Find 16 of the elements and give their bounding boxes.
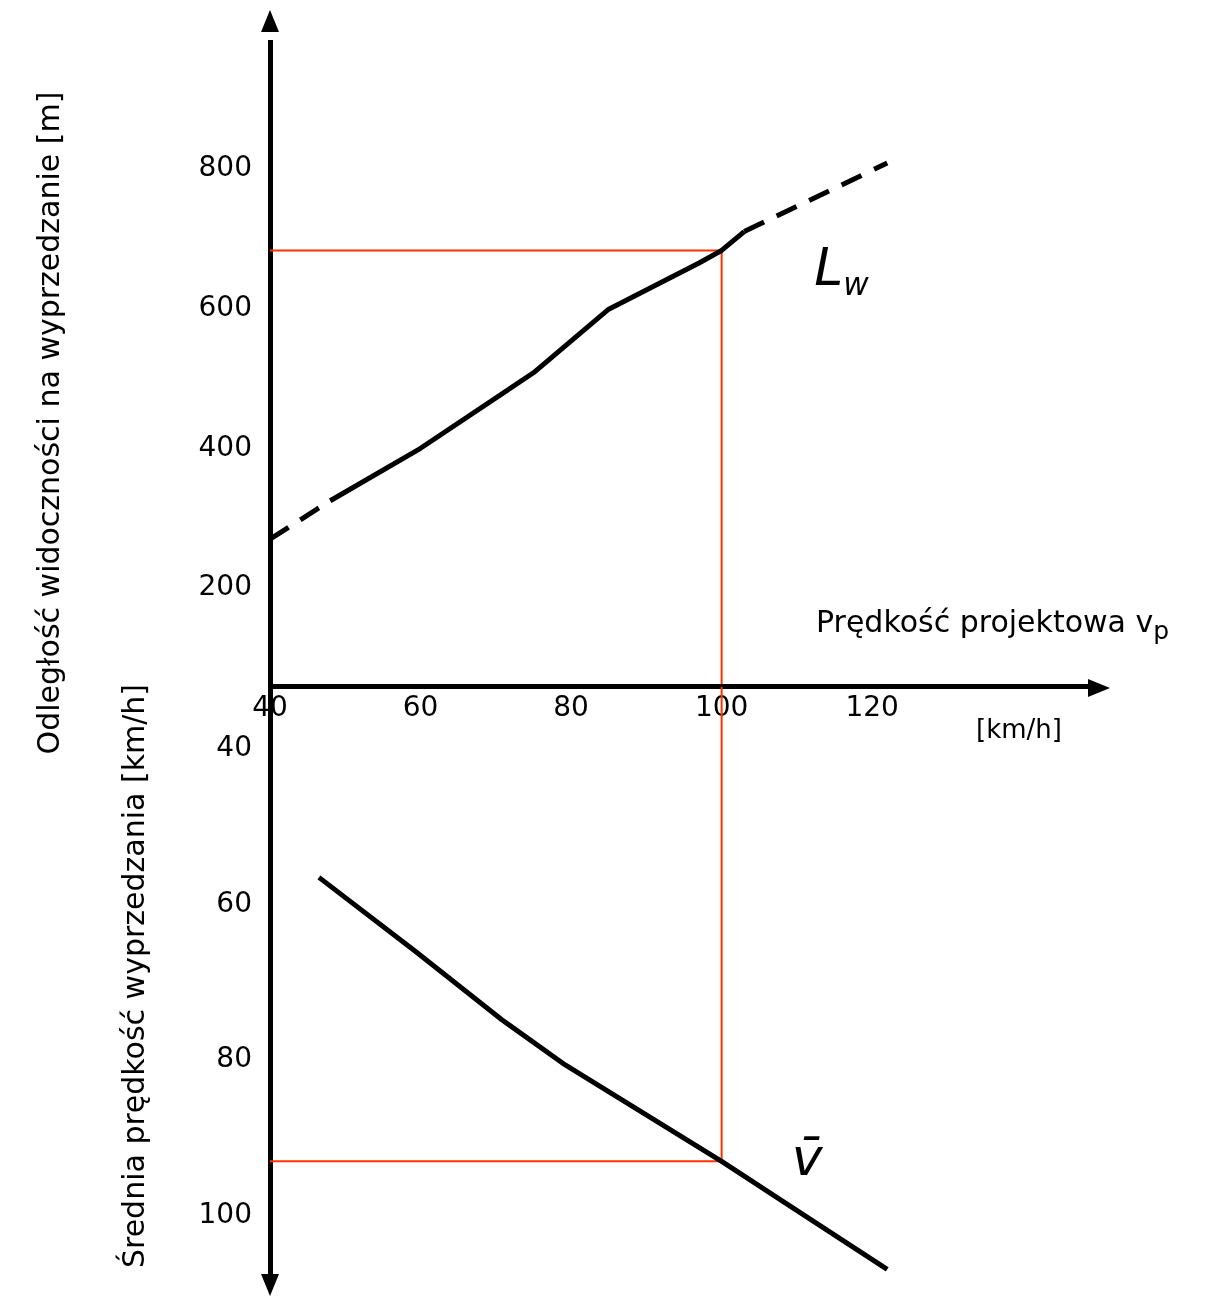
y-axis-title: Średnia prędkość wyprzedzania [km/h] (115, 683, 151, 1269)
y-tick-label: 200 (198, 569, 252, 603)
x-tick-label: 120 (845, 690, 899, 724)
x-tick-label: 60 (402, 690, 439, 724)
y-tick-label: 400 (198, 429, 252, 463)
y-tick-label: 60 (216, 885, 252, 919)
series-label: v̄ (791, 1126, 824, 1187)
y-tick-label: 80 (216, 1041, 252, 1075)
y-axis-title: Odległość widoczności na wyprzedzanie [m] (30, 91, 66, 755)
annotation: [km/h] (976, 714, 1062, 744)
x-tick-label: 80 (553, 690, 589, 724)
y-tick-label: 40 (216, 730, 252, 764)
y-tick-label: 100 (198, 1197, 252, 1231)
y-tick-label: 600 (198, 289, 252, 323)
y-tick-label: 800 (198, 149, 252, 183)
x-axis-title: Prędkość projektowa v$_{p}$ (816, 604, 1170, 645)
